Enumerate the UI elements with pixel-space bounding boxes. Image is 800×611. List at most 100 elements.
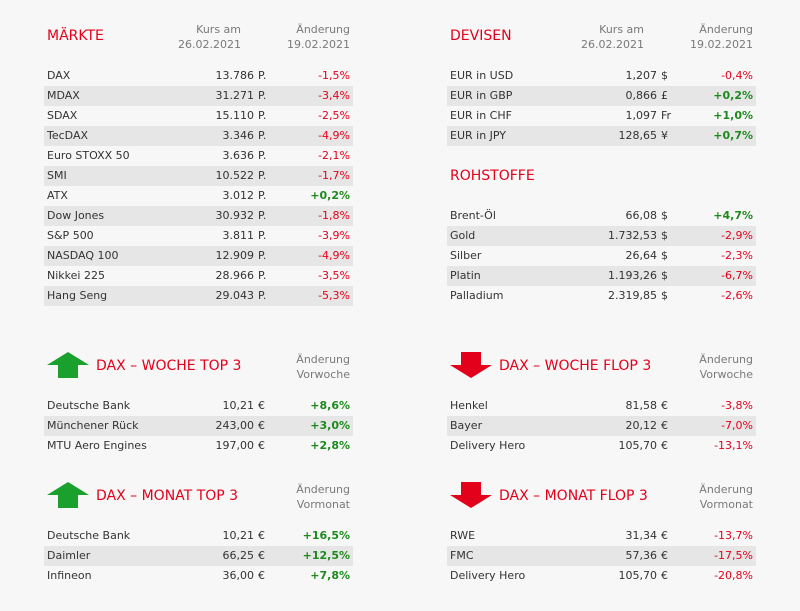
table-row: Delivery Hero 105,70 € -13,1% xyxy=(447,436,756,456)
woche-flop-title: DAX – WOCHE FLOP 3 xyxy=(499,358,652,374)
woche-flop-header: DAX – WOCHE FLOP 3 Änderung Vorwoche xyxy=(447,338,756,382)
change-column-header: Änderung Vorwoche xyxy=(699,353,753,381)
price-unit: € xyxy=(258,439,265,452)
maerkte-table: DAX 13.786 P. -1,5% MDAX 31.271 P. -3,4% SDAX 15.… xyxy=(44,66,353,306)
table-row: Gold 1.732,53 $ -2,9% xyxy=(447,226,756,246)
table-row: S&P 500 3.811 P. -3,9% xyxy=(44,226,353,246)
price-unit: € xyxy=(258,549,265,562)
change-value: +4,7% xyxy=(713,209,753,222)
table-row: EUR in USD 1,207 $ -0,4% xyxy=(447,66,756,86)
table-row: Silber 26,64 $ -2,3% xyxy=(447,246,756,266)
change-value: +12,5% xyxy=(302,549,350,562)
price-value: 20,12 xyxy=(625,419,658,432)
price-unit: P. xyxy=(258,269,267,282)
change-value: -2,5% xyxy=(318,109,350,122)
instrument-name: Euro STOXX 50 xyxy=(47,149,130,162)
price-unit: P. xyxy=(258,89,267,102)
instrument-name: TecDAX xyxy=(47,129,89,142)
change-value: -2,6% xyxy=(721,289,753,302)
table-row: Daimler 66,25 € +12,5% xyxy=(44,546,353,566)
rohstoffe-title: ROHSTOFFE xyxy=(450,168,535,184)
instrument-name: S&P 500 xyxy=(47,229,94,242)
price-unit: € xyxy=(661,569,668,582)
change-value: -7,0% xyxy=(721,419,753,432)
price-unit: $ xyxy=(661,229,668,242)
instrument-name: EUR in CHF xyxy=(450,109,512,122)
change-value: -17,5% xyxy=(714,549,753,562)
price-value: 66,08 xyxy=(625,209,658,222)
instrument-name: Delivery Hero xyxy=(450,569,526,582)
table-row: EUR in JPY 128,65 ¥ +0,7% xyxy=(447,126,756,146)
woche-top-panel: DAX – WOCHE TOP 3 Änderung Vorwoche Deut… xyxy=(44,338,353,456)
table-row: EUR in CHF 1,097 Fr +1,0% xyxy=(447,106,756,126)
change-column-header: Änderung Vormonat xyxy=(699,483,753,511)
instrument-name: EUR in USD xyxy=(450,69,514,82)
price-unit: $ xyxy=(661,249,668,262)
change-value: +2,8% xyxy=(310,439,350,452)
price-value: 10,21 xyxy=(222,399,255,412)
monat-flop-table: RWE 31,34 € -13,7% FMC 57,36 € -17,5% Delivery H… xyxy=(447,526,756,586)
instrument-name: DAX xyxy=(47,69,71,82)
price-value: 105,70 xyxy=(618,439,658,452)
price-unit: € xyxy=(258,399,265,412)
table-row: FMC 57,36 € -17,5% xyxy=(447,546,756,566)
change-value: -20,8% xyxy=(714,569,753,582)
monat-flop-title: DAX – MONAT FLOP 3 xyxy=(499,488,648,504)
price-unit: € xyxy=(661,549,668,562)
instrument-name: Gold xyxy=(450,229,476,242)
arrow-down-icon xyxy=(450,352,492,378)
price-value: 29.043 xyxy=(215,289,255,302)
change-column-header: Änderung 19.02.2021 xyxy=(690,23,753,51)
instrument-name: Platin xyxy=(450,269,481,282)
price-value: 0,866 xyxy=(625,89,658,102)
table-row: TecDAX 3.346 P. -4,9% xyxy=(44,126,353,146)
price-unit: € xyxy=(661,529,668,542)
instrument-name: Nikkei 225 xyxy=(47,269,105,282)
change-value: -5,3% xyxy=(318,289,350,302)
instrument-name: SMI xyxy=(47,169,67,182)
woche-flop-table: Henkel 81,58 € -3,8% Bayer 20,12 € -7,0% Deliver… xyxy=(447,396,756,456)
price-value: 3.636 xyxy=(222,149,255,162)
monat-top-title: DAX – MONAT TOP 3 xyxy=(96,488,239,504)
price-value: 2.319,85 xyxy=(608,289,657,302)
instrument-name: Infineon xyxy=(47,569,92,582)
change-value: -3,5% xyxy=(318,269,350,282)
change-value: +0,7% xyxy=(713,129,753,142)
table-row: EUR in GBP 0,866 £ +0,2% xyxy=(447,86,756,106)
change-value: -1,5% xyxy=(318,69,350,82)
change-value: +0,2% xyxy=(713,89,753,102)
rohstoffe-header: ROHSTOFFE xyxy=(447,148,756,192)
price-unit: P. xyxy=(258,249,267,262)
woche-top-table: Deutsche Bank 10,21 € +8,6% Münchener Rück 24… xyxy=(44,396,353,456)
price-unit: $ xyxy=(661,69,668,82)
table-row: Deutsche Bank 10,21 € +16,5% xyxy=(44,526,353,546)
rohstoffe-table: Brent-Öl 66,08 $ +4,7% Gold 1.732,53 $ -2,9% Sil… xyxy=(447,206,756,306)
devisen-table: EUR in USD 1,207 $ -0,4% EUR in GBP 0,866 £ +0,… xyxy=(447,66,756,146)
price-value: 57,36 xyxy=(625,549,658,562)
table-row: Bayer 20,12 € -7,0% xyxy=(447,416,756,436)
price-unit: € xyxy=(661,399,668,412)
instrument-name: EUR in JPY xyxy=(450,129,507,142)
woche-top-header: DAX – WOCHE TOP 3 Änderung Vorwoche xyxy=(44,338,353,382)
price-value: 30.932 xyxy=(215,209,255,222)
monat-flop-panel: DAX – MONAT FLOP 3 Änderung Vormonat RWE… xyxy=(447,468,756,586)
price-unit: Fr xyxy=(661,109,672,122)
price-value: 26,64 xyxy=(625,249,658,262)
change-column-header: Änderung Vorwoche xyxy=(296,353,350,381)
price-unit: P. xyxy=(258,129,267,142)
table-row: Hang Seng 29.043 P. -5,3% xyxy=(44,286,353,306)
price-value: 15.110 xyxy=(215,109,255,122)
table-row: Deutsche Bank 10,21 € +8,6% xyxy=(44,396,353,416)
instrument-name: Bayer xyxy=(450,419,483,432)
devisen-panel: DEVISEN Kurs am 26.02.2021 Änderung 19.0… xyxy=(447,8,756,146)
change-value: -13,7% xyxy=(714,529,753,542)
monat-flop-header: DAX – MONAT FLOP 3 Änderung Vormonat xyxy=(447,468,756,512)
change-value: -4,9% xyxy=(318,129,350,142)
price-value: 13.786 xyxy=(215,69,255,82)
instrument-name: ATX xyxy=(47,189,68,202)
table-row: Delivery Hero 105,70 € -20,8% xyxy=(447,566,756,586)
table-row: SMI 10.522 P. -1,7% xyxy=(44,166,353,186)
table-row: Nikkei 225 28.966 P. -3,5% xyxy=(44,266,353,286)
woche-top-title: DAX – WOCHE TOP 3 xyxy=(96,358,242,374)
price-value: 66,25 xyxy=(222,549,255,562)
